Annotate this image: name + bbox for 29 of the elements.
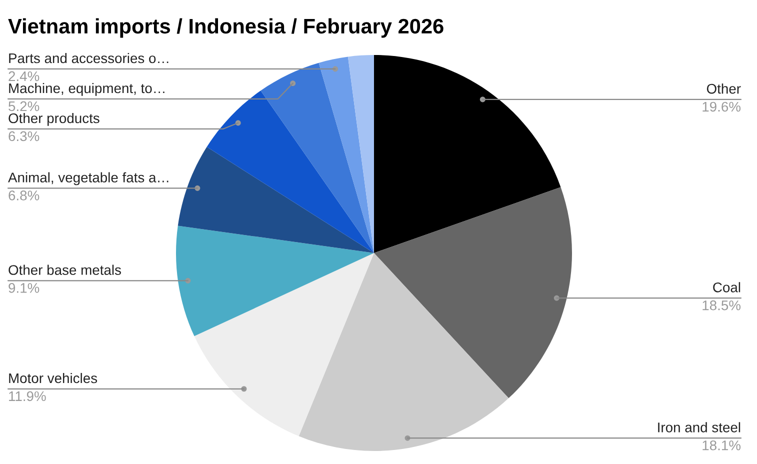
pie-slice [348,55,374,253]
slice-label: Other base metals [8,264,121,275]
data-label: 5.2% [8,101,40,112]
pie-slice [206,90,374,253]
data-label: 2.4% [8,71,40,82]
data-label: 6.8% [8,190,40,200]
slice-label: Iron and steel [658,422,740,432]
data-label: 18.5% [702,300,741,310]
data-label: 9.1% [8,283,40,293]
pie-slice [176,226,374,336]
data-label: 19.6% [702,102,741,112]
data-label: 6.3% [8,131,40,142]
slice-label: Animal, vegetable fats a… [8,172,168,186]
slice-label: Machine, equipment, to… [9,82,164,96]
pie-slice [318,56,374,253]
slice-label: Motor vehicles [9,372,98,384]
slice-label: Other [706,84,741,94]
pie-slice [178,146,374,253]
pie-slice [374,55,561,253]
slice-label: Parts and accessories o… [9,52,168,64]
data-label: 18.1% [702,440,741,450]
pie-slice [260,62,374,253]
pie-slice [298,253,509,451]
slice-label: Other products [8,112,100,126]
pie-slice [374,187,572,398]
chart-title: Vietnam imports / Indonesia / February 2026 [8,18,444,38]
pie-slice [194,253,374,436]
slice-label: Coal [713,282,740,292]
data-label: 11.9% [9,391,46,402]
